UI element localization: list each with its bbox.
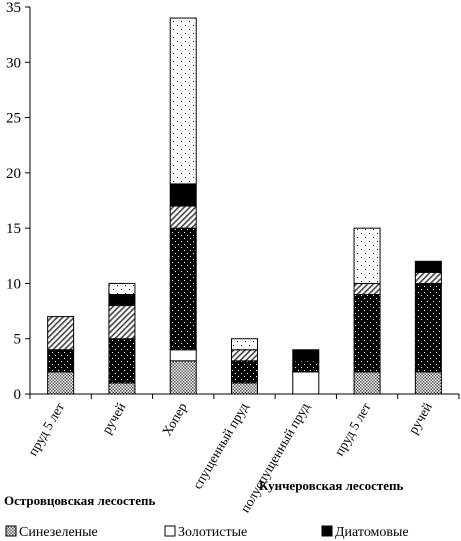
bar-segment-s0-c1 (108, 382, 136, 395)
bar-segment-s2-c6 (414, 282, 442, 373)
legend-label: Золотистые (178, 525, 247, 540)
y-tick-label: 0 (14, 387, 22, 403)
bar-segment-s0-c0 (47, 371, 75, 395)
group-label: Островцовская лесостепь (4, 493, 155, 508)
legend-swatch (321, 525, 333, 537)
category-label: пруд 5 лет (331, 400, 373, 458)
y-tick-label: 30 (6, 55, 21, 71)
bar-segment-s2-c5 (353, 293, 381, 373)
bar-segment-s4-c2 (169, 183, 197, 207)
legend-label: Диатомовые (335, 525, 409, 540)
y-tick-label: 5 (14, 332, 22, 348)
bar-segment-s3-c2 (169, 205, 197, 229)
y-ticks-layer: 0 5 10 15 20 25 30 35 (6, 0, 30, 403)
bar-segment-s5-c2 (169, 17, 197, 185)
bar-segment-s5-c3 (231, 338, 258, 351)
bar-segment-s4-c4 (292, 349, 320, 362)
bar-segment-s2-c4 (292, 360, 320, 373)
bar-segment-s2-c0 (47, 349, 75, 373)
group-label: Кунчеровская лесостепь (259, 478, 404, 493)
bar-segment-s3-c0 (47, 316, 75, 351)
category-label: ручей (405, 400, 435, 436)
legend: Синезеленые Золотистые Диатомовые (5, 525, 409, 540)
bar-segment-s4-c1 (108, 293, 136, 307)
bar-segment-s2-c3 (231, 360, 258, 384)
y-tick-label: 15 (6, 221, 21, 237)
axes-layer (29, 7, 460, 399)
bar-segment-s5-c1 (108, 282, 136, 295)
category-label: пруд 5 лет (25, 400, 67, 458)
bar-segment-s2-c2 (169, 227, 197, 351)
category-label: ручей (99, 400, 129, 436)
category-label: Хопер (159, 400, 190, 439)
y-tick-label: 10 (6, 276, 21, 292)
bar-segment-s3-c3 (231, 349, 258, 362)
y-tick-label: 35 (6, 0, 21, 16)
bar-segment-s4-c6 (414, 260, 442, 273)
bar-segment-s1-c4 (292, 371, 320, 395)
bar-segment-s0-c6 (414, 371, 442, 395)
bar-segment-s0-c3 (231, 382, 258, 395)
bar-segment-s0-c2 (169, 360, 197, 395)
group-labels-layer: Островцовская лесостепь Кунчеровская лесо… (4, 478, 404, 508)
y-tick-label: 25 (6, 111, 21, 127)
category-label: спущенный пруд (190, 400, 252, 492)
bar-segment-s3-c5 (353, 282, 381, 295)
bar-segment-s5-c5 (353, 227, 381, 284)
legend-swatch (5, 525, 17, 537)
legend-swatch (164, 525, 176, 537)
category-label: полуспущенный пруд (237, 400, 312, 515)
bar-segment-s2-c1 (108, 338, 136, 384)
bar-segment-s0-c5 (353, 371, 381, 395)
bar-segment-s3-c1 (108, 305, 136, 340)
bar-segment-s1-c2 (169, 349, 197, 362)
bar-segment-s3-c6 (414, 271, 442, 284)
y-tick-label: 20 (6, 166, 21, 182)
legend-label: Синезеленые (19, 525, 98, 540)
bars-layer (47, 17, 442, 395)
